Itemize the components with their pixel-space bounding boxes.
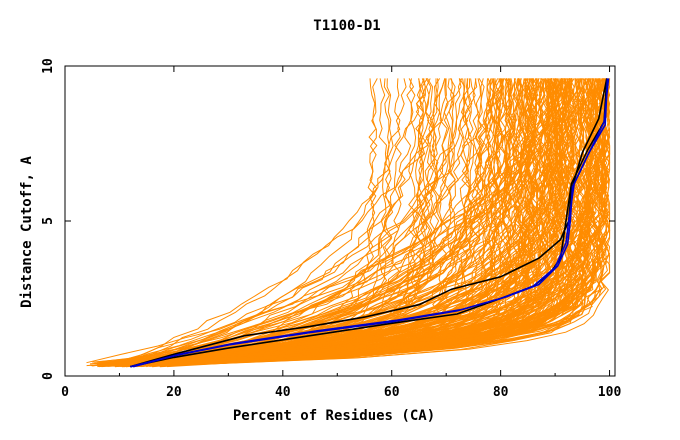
chart-title: T1100-D1 bbox=[313, 18, 380, 34]
background-model-line bbox=[156, 78, 593, 366]
model-line bbox=[132, 78, 609, 368]
background-model-line bbox=[142, 78, 547, 367]
background-model-line bbox=[145, 78, 590, 367]
background-model-line bbox=[108, 78, 466, 367]
background-model-line bbox=[167, 78, 473, 367]
background-model-line bbox=[145, 78, 433, 366]
background-model-line bbox=[125, 78, 570, 363]
background-model-line bbox=[109, 78, 604, 364]
background-model-line bbox=[92, 78, 551, 363]
background-model-line bbox=[153, 78, 611, 365]
background-model-line bbox=[155, 78, 504, 365]
background-model-line bbox=[116, 78, 508, 367]
background-model-line bbox=[122, 78, 483, 363]
background-model-line bbox=[162, 78, 415, 365]
y-tick-label: 5 bbox=[41, 217, 56, 225]
background-model-line bbox=[156, 78, 552, 364]
y-tick-label: 10 bbox=[41, 58, 56, 74]
background-model-line bbox=[103, 78, 454, 364]
x-axis-label: Percent of Residues (CA) bbox=[233, 408, 435, 424]
background-model-line bbox=[115, 78, 530, 367]
background-model-line bbox=[145, 78, 600, 366]
background-model-line bbox=[111, 78, 592, 365]
y-axis-label: Distance Cutoff, A bbox=[19, 156, 35, 308]
background-model-line bbox=[97, 78, 523, 365]
background-model-line bbox=[142, 78, 536, 365]
background-model-line bbox=[157, 78, 590, 364]
model-line bbox=[130, 78, 608, 368]
background-model-line bbox=[163, 78, 526, 365]
background-model-line bbox=[149, 78, 537, 365]
background-model-line bbox=[102, 78, 593, 365]
background-model-lines bbox=[86, 78, 611, 368]
background-model-line bbox=[140, 78, 527, 368]
x-tick-label: 80 bbox=[493, 385, 509, 400]
highlighted-model-lines bbox=[130, 78, 610, 368]
background-model-line bbox=[156, 78, 478, 367]
background-model-line bbox=[140, 78, 497, 367]
background-model-line bbox=[132, 78, 407, 367]
background-model-line bbox=[136, 78, 568, 368]
x-tick-label: 100 bbox=[598, 385, 622, 400]
x-axis: 0 20 40 60 80 100 bbox=[61, 66, 621, 400]
background-model-line bbox=[128, 78, 512, 363]
y-tick-label: 0 bbox=[41, 372, 56, 380]
background-model-line bbox=[142, 78, 394, 363]
background-model-line bbox=[106, 78, 388, 363]
background-model-line bbox=[165, 78, 563, 366]
x-tick-label: 60 bbox=[384, 385, 400, 400]
x-tick-label: 40 bbox=[275, 385, 291, 400]
background-model-line bbox=[114, 78, 462, 363]
background-model-line bbox=[102, 78, 581, 366]
x-tick-label: 20 bbox=[166, 385, 182, 400]
background-model-line bbox=[125, 78, 528, 368]
background-model-line bbox=[160, 78, 580, 364]
background-model-line bbox=[101, 78, 576, 367]
y-axis: 0 5 10 bbox=[41, 58, 615, 380]
x-tick-label: 0 bbox=[61, 385, 69, 400]
